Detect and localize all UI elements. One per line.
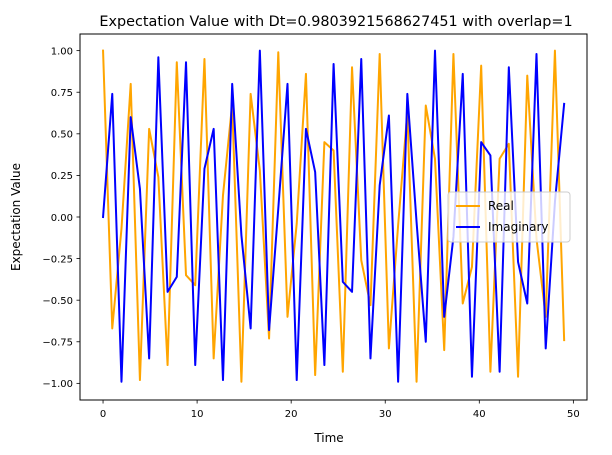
x-axis: 0 10 20 30 40 50 (100, 400, 580, 420)
y-tick-label: −0.75 (42, 338, 73, 349)
series-line-real (102, 49, 566, 383)
series-line-imaginary (101, 49, 566, 383)
chart-title: Expectation Value with Dt=0.980392156862… (99, 14, 572, 30)
legend-label: Real (488, 199, 514, 213)
y-tick-label: 1.00 (51, 46, 73, 57)
x-tick-label: 10 (191, 409, 204, 420)
x-tick-label: 0 (100, 409, 106, 420)
legend: Real Imaginary (447, 191, 571, 243)
y-tick-label: −1.00 (42, 379, 73, 390)
legend-label: Imaginary (488, 220, 549, 234)
x-tick-label: 50 (567, 409, 580, 420)
y-tick-label: −0.25 (42, 254, 73, 265)
y-axis-label: Expectation Value (9, 163, 23, 271)
x-tick-label: 40 (473, 409, 486, 420)
plot-area: −1.00 −0.75 −0.50 −0.25 0.00 0.25 0.50 0.75 1.00… (42, 33, 588, 420)
y-tick-label: 0.75 (51, 88, 73, 99)
series-lines (101, 49, 566, 383)
x-tick-label: 20 (285, 409, 298, 420)
y-tick-label: 0.25 (51, 171, 73, 182)
legend-box (447, 191, 571, 243)
y-tick-label: 0.50 (51, 130, 73, 141)
y-axis: −1.00 −0.75 −0.50 −0.25 0.00 0.25 0.50 0.75 1.00 (42, 46, 80, 390)
x-tick-label: 30 (379, 409, 392, 420)
y-tick-label: −0.50 (42, 296, 73, 307)
x-axis-label: Time (313, 431, 343, 445)
y-tick-label: 0.00 (51, 213, 73, 224)
